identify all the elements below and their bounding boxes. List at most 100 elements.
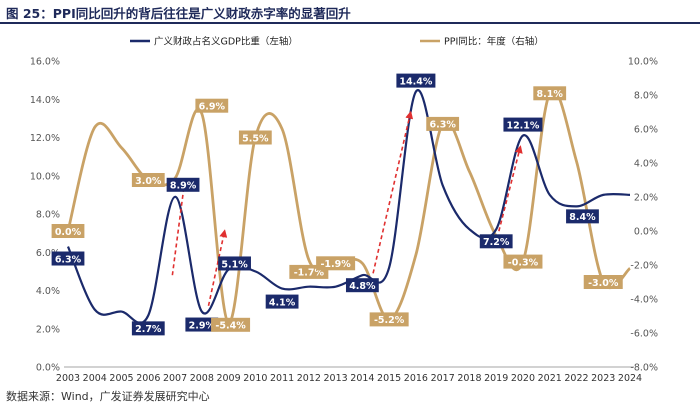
- label-box: [503, 117, 543, 132]
- legend-label: 广义财政占名义GDP比重（左轴）: [154, 36, 298, 48]
- x-tick-label: 2008: [190, 373, 214, 384]
- label-box: [195, 98, 229, 113]
- label-box: [166, 177, 200, 192]
- trend-arrows: [171, 110, 523, 306]
- left-tick-label: 16.0%: [30, 57, 60, 68]
- left-tick-label: 14.0%: [30, 95, 60, 106]
- label-text: 4.1%: [269, 297, 296, 308]
- x-tick-label: 2023: [591, 373, 615, 384]
- left-tick-label: 6.0%: [36, 248, 60, 259]
- label-text: 8.9%: [170, 181, 197, 192]
- x-tick-label: 2019: [484, 373, 508, 384]
- label-box: [396, 73, 436, 88]
- left-tick-label: 10.0%: [30, 171, 60, 182]
- label-text: 14.4%: [399, 76, 432, 87]
- trend-arrow: [207, 229, 228, 306]
- title-bar: 图 25：PPI同比回升的背后往往是广义财政赤字率的显著回升: [0, 0, 700, 24]
- label-box: [316, 256, 356, 271]
- ppi-data-label: 3.0%: [131, 173, 165, 187]
- x-tick-label: 2015: [377, 373, 401, 384]
- chart-title: 图 25：PPI同比回升的背后往往是广义财政赤字率的显著回升: [6, 6, 351, 21]
- right-tick-label: -4.0%: [630, 295, 658, 306]
- ppi-data-label: -5.2%: [369, 312, 409, 327]
- x-axis: 2003 2004 2005 2006 2007 2008 2009 2010 2011 2012…: [56, 366, 642, 384]
- left-y-axis: 0.0% 2.0% 4.0% 6.0% 8.0% 10.0% 12.0% 14.0% 16.0%: [30, 57, 60, 374]
- right-tick-label: 4.0%: [634, 159, 658, 170]
- trend-arrow: [498, 145, 523, 232]
- label-text: 0.0%: [55, 227, 82, 238]
- right-tick-label: 2.0%: [634, 193, 658, 204]
- label-box: [345, 278, 379, 293]
- x-tick-label: 2021: [538, 373, 562, 384]
- right-tick-label: 6.0%: [634, 125, 658, 136]
- fiscal-data-label: 14.4%: [396, 73, 436, 88]
- label-text: -5.2%: [374, 315, 405, 326]
- label-box: [265, 294, 299, 309]
- ppi-data-label: 6.9%: [195, 98, 229, 113]
- fiscal-data-label: 5.1%: [218, 256, 251, 271]
- fiscal-data-label: 2.7%: [131, 321, 165, 336]
- left-tick-label: 4.0%: [36, 286, 60, 297]
- label-text: 6.3%: [429, 120, 456, 131]
- label-box: [185, 317, 219, 332]
- x-tick-label: 2009: [216, 373, 240, 384]
- right-tick-label: -6.0%: [630, 329, 658, 340]
- label-text: 2.7%: [135, 324, 162, 335]
- label-box: [131, 321, 165, 336]
- label-box: [583, 275, 623, 289]
- label-text: 3.0%: [135, 176, 162, 187]
- fiscal-data-label: 6.3%: [51, 251, 85, 266]
- label-text: 5.5%: [242, 133, 269, 144]
- label-text: -1.7%: [294, 268, 325, 279]
- label-text: 6.9%: [199, 102, 226, 113]
- legend: 广义财政占名义GDP比重（左轴） PPI同比：年度（右轴）: [130, 36, 544, 48]
- right-y-axis: -8.0% -6.0% -4.0% -2.0% 0.0% 2.0% 4.0% 6.0% 8.0%…: [628, 57, 658, 374]
- label-text: -3.0%: [588, 278, 619, 289]
- ppi-data-label: 8.1%: [533, 86, 567, 101]
- fiscal-data-label: 7.2%: [479, 234, 513, 249]
- ppi-data-label: 0.0%: [51, 224, 85, 238]
- right-tick-label: -2.0%: [630, 261, 658, 272]
- x-tick-label: 2017: [431, 373, 455, 384]
- label-box: [533, 86, 567, 101]
- x-tick-label: 2003: [56, 373, 80, 384]
- fiscal-ratio-line: [66, 89, 631, 325]
- label-box: [211, 317, 251, 332]
- x-tick-label: 2004: [83, 373, 107, 384]
- x-tick-label: 2016: [404, 373, 428, 384]
- label-text: 2.9%: [189, 320, 216, 331]
- label-box: [479, 234, 513, 249]
- ppi-data-label: 6.3%: [426, 116, 460, 131]
- fiscal-data-label: 8.4%: [566, 209, 599, 224]
- x-tick-label: 2022: [564, 373, 588, 384]
- label-box: [503, 254, 543, 269]
- fiscal-data-label: 4.8%: [345, 278, 379, 293]
- fiscal-data-label: 2.9%: [185, 317, 219, 332]
- left-tick-label: 8.0%: [36, 210, 60, 221]
- left-tick-label: 2.0%: [36, 324, 60, 335]
- label-text: -0.3%: [508, 257, 539, 268]
- label-text: 4.8%: [349, 281, 376, 292]
- x-tick-label: 2007: [163, 373, 187, 384]
- x-tick-label: 2006: [136, 373, 160, 384]
- label-text: 5.1%: [221, 259, 248, 270]
- ppi-data-label: -1.9%: [316, 256, 356, 271]
- x-tick-label: 2024: [618, 373, 642, 384]
- source-note: 数据来源：Wind，广发证券发展研究中心: [6, 390, 210, 403]
- fiscal-data-label: 8.9%: [166, 177, 200, 192]
- line-chart: 0.0% 2.0% 4.0% 6.0% 8.0% 10.0% 12.0% 14.0% 16.0%…: [30, 36, 658, 385]
- label-text: 12.1%: [506, 120, 539, 131]
- label-box: [426, 116, 460, 131]
- x-tick-label: 2020: [511, 373, 535, 384]
- ppi-data-label: 5.5%: [238, 130, 272, 145]
- label-box: [369, 312, 409, 327]
- label-text: 8.4%: [569, 212, 596, 223]
- x-tick-label: 2018: [457, 373, 481, 384]
- right-tick-label: 0.0%: [634, 227, 658, 238]
- fiscal-data-label: 12.1%: [503, 117, 543, 132]
- legend-label: PPI同比：年度（右轴）: [444, 36, 544, 48]
- right-tick-label: -8.0%: [630, 363, 658, 374]
- label-box: [131, 173, 165, 187]
- label-text: 8.1%: [537, 89, 564, 100]
- label-box: [51, 224, 85, 238]
